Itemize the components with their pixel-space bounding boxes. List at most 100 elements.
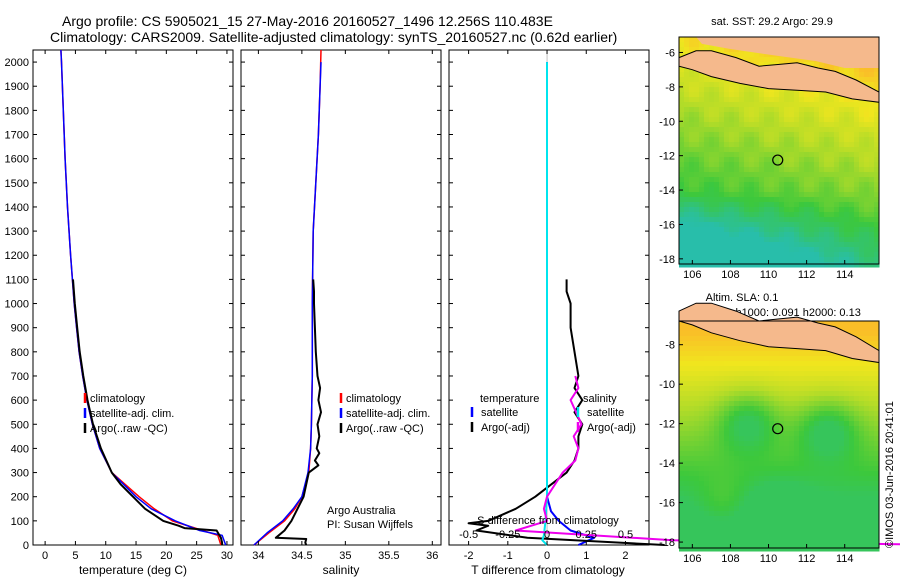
map-cell (719, 192, 725, 198)
map-cell (734, 242, 740, 248)
map-cell (784, 451, 790, 457)
map-cell (794, 446, 800, 452)
map-cell (739, 401, 745, 407)
map-cell (749, 526, 755, 532)
map-cell (819, 117, 825, 123)
map-cell (739, 526, 745, 532)
map-cell (789, 112, 795, 118)
map-cell (729, 122, 735, 128)
map-cell (699, 446, 705, 452)
map-cell (849, 242, 855, 248)
map-cell (774, 426, 780, 432)
map-cell (694, 521, 700, 527)
map-cell (779, 227, 785, 233)
map-cell (734, 207, 740, 213)
map-cell (689, 421, 695, 427)
map-cell (799, 107, 805, 113)
map-cell (829, 426, 835, 432)
map-cell (869, 112, 875, 118)
map-cell (829, 207, 835, 213)
map-cell (699, 152, 705, 158)
map-cell (844, 481, 850, 487)
map-cell (789, 207, 795, 213)
salinity-x-tick-34.5: 34.5 (291, 550, 312, 562)
depth-tick-900: 900 (11, 323, 29, 335)
map-cell (714, 92, 720, 98)
map-cell (834, 356, 840, 362)
map-cell (744, 117, 750, 123)
map-cell (734, 376, 740, 382)
map-cell (804, 252, 810, 258)
map-cell (774, 172, 780, 178)
map-cell (839, 496, 845, 502)
map-cell (789, 506, 795, 512)
map-cell (754, 436, 760, 442)
map-cell (869, 172, 875, 178)
map-cell (779, 117, 785, 123)
map-cell (784, 162, 790, 168)
map-cell (824, 92, 830, 98)
map-cell (749, 371, 755, 377)
map-cell (719, 506, 725, 512)
map-cell (714, 257, 720, 263)
map-cell (754, 87, 760, 93)
map-cell (684, 227, 690, 233)
map-cell (739, 411, 745, 417)
map-cell (799, 496, 805, 502)
map-cell (689, 456, 695, 462)
map-cell (849, 406, 855, 412)
map-cell (784, 262, 790, 268)
map-cell (779, 182, 785, 188)
map-cell (774, 516, 780, 522)
map-cell (714, 501, 720, 507)
map-cell (789, 177, 795, 183)
map-cell (744, 252, 750, 258)
map-cell (844, 212, 850, 218)
map-cell (769, 252, 775, 258)
map-cell (839, 152, 845, 158)
map-cell (724, 501, 730, 507)
map-cell (769, 222, 775, 228)
map-cell (819, 62, 825, 68)
map-cell (839, 506, 845, 512)
map-cell (849, 386, 855, 392)
map-cell (719, 117, 725, 123)
map-cell (804, 152, 810, 158)
map-cell (854, 486, 860, 492)
map-cell (799, 441, 805, 447)
map-cell (744, 381, 750, 387)
map-cell (699, 147, 705, 153)
map-cell (709, 441, 715, 447)
map-cell (694, 346, 700, 352)
map-cell (814, 486, 820, 492)
map-cell (679, 356, 685, 362)
map-cell (709, 411, 715, 417)
map-cell (834, 192, 840, 198)
map-cell (874, 381, 880, 387)
map-cell (859, 501, 865, 507)
map-cell (759, 112, 765, 118)
map-cell (839, 177, 845, 183)
map-cell (819, 396, 825, 402)
map-cell (849, 172, 855, 178)
map-cell (809, 237, 815, 243)
map-cell (744, 466, 750, 472)
map-cell (724, 461, 730, 467)
map-cell (784, 107, 790, 113)
map-cell (744, 92, 750, 98)
map-cell (784, 386, 790, 392)
map-cell (744, 142, 750, 148)
map-cell (784, 157, 790, 163)
map-cell (829, 172, 835, 178)
map-cell (739, 217, 745, 223)
map-cell (784, 247, 790, 253)
map-cell (824, 197, 830, 203)
map-cell (839, 511, 845, 517)
map-cell (774, 92, 780, 98)
map-cell (794, 227, 800, 233)
map-cell (719, 476, 725, 482)
map-cell (719, 187, 725, 193)
map-cell (799, 142, 805, 148)
map-cell (679, 366, 685, 372)
map-cell (839, 486, 845, 492)
